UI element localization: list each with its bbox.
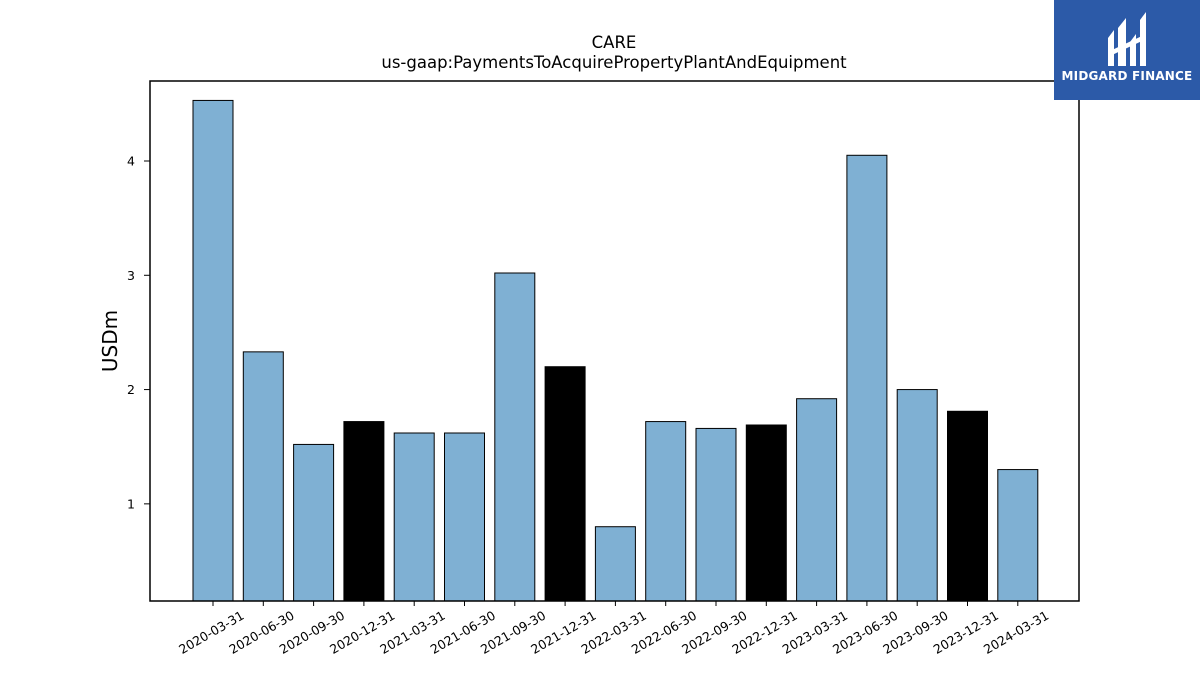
bar-2021-03-31 <box>393 432 435 602</box>
midgard-finance-logo: MIDGARD FINANCE <box>1054 0 1200 100</box>
bar-2022-12-31 <box>745 424 787 602</box>
y-axis-ticks: 1 2 3 4 <box>127 154 150 511</box>
bar-2024-03-31 <box>997 469 1039 602</box>
bar-2022-09-30 <box>695 427 737 602</box>
bar-2021-12-31 <box>544 366 586 602</box>
bar-2023-06-30 <box>846 154 888 602</box>
bar-2023-03-31 <box>796 398 838 602</box>
y-axis-label: USDm <box>98 310 122 372</box>
bar-2021-09-30 <box>494 272 536 602</box>
bar-2022-06-30 <box>645 421 687 602</box>
bar-2020-06-30 <box>242 351 284 602</box>
x-axis-ticks: 2020-03-312020-06-302020-09-302020-12-31… <box>176 601 1051 657</box>
bar-2020-09-30 <box>293 443 335 602</box>
bar-2020-03-31 <box>192 99 234 602</box>
bar-2023-09-30 <box>896 389 938 602</box>
logo-text: MIDGARD FINANCE <box>1061 69 1193 83</box>
chart-title: CARE <box>592 33 637 52</box>
bar-2021-06-30 <box>444 432 485 602</box>
plot-frame <box>149 80 1080 602</box>
bars-group <box>192 99 1039 602</box>
y-tick-label: 3 <box>127 268 135 283</box>
bar-2023-12-31 <box>947 410 988 602</box>
y-tick-label: 2 <box>127 382 135 397</box>
midgard-logo-icon <box>1108 12 1146 66</box>
bar-2022-03-31 <box>594 526 636 602</box>
bar-2020-12-31 <box>343 421 385 602</box>
y-tick-label: 1 <box>127 496 135 511</box>
chart-subtitle: us-gaap:PaymentsToAcquirePropertyPlantAn… <box>381 53 847 72</box>
y-tick-label: 4 <box>127 154 135 169</box>
